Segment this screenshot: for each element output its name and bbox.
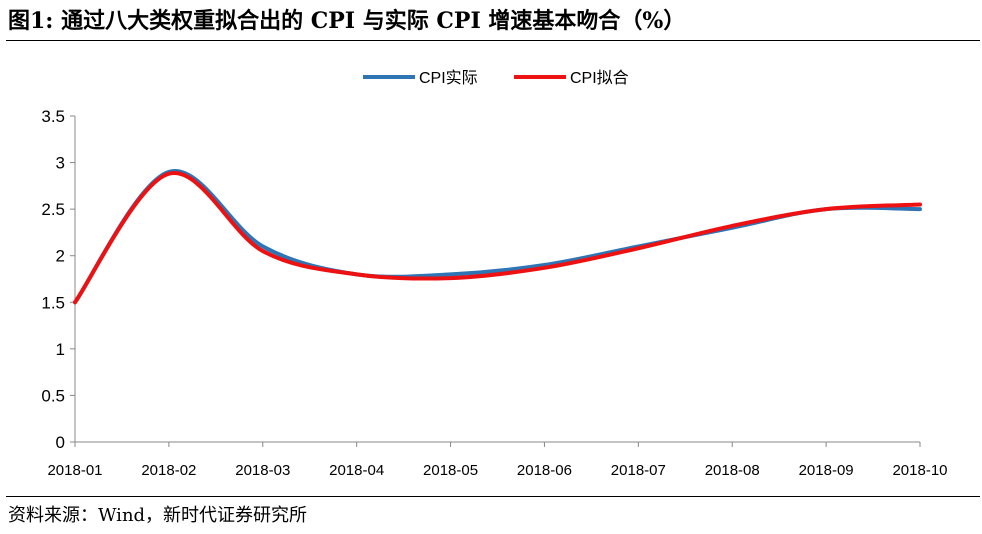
x-tick-label: 2018-04: [329, 462, 384, 479]
x-tick-label: 2018-10: [892, 462, 947, 479]
source-note: 资料来源：Wind，新时代证券研究所: [8, 505, 308, 526]
x-tick-label: 2018-03: [235, 462, 290, 479]
series-layer: [73, 169, 922, 305]
legend: CPI实际 CPI拟合: [363, 69, 629, 87]
x-tick-label: 2018-05: [423, 462, 478, 479]
title-divider: [6, 40, 980, 41]
y-tick-label: 1.5: [41, 293, 65, 312]
chart-title: 图1: 通过八大类权重拟合出的 CPI 与实际 CPI 增速基本吻合（%）: [8, 8, 686, 34]
y-tick-label: 1: [56, 340, 65, 359]
legend-label: CPI拟合: [570, 69, 629, 87]
legend-label: CPI实际: [419, 69, 478, 87]
x-tick-label: 2018-09: [799, 462, 854, 479]
x-tick-label: 2018-02: [141, 462, 196, 479]
y-tick-label: 2: [56, 247, 65, 266]
y-tick-label: 3: [56, 154, 65, 173]
y-tick-label: 0: [56, 433, 65, 452]
y-tick-label: 3.5: [41, 107, 65, 126]
source-divider: [6, 496, 980, 497]
series-line-cpi-fitted: [73, 171, 922, 305]
x-tick-label: 2018-01: [47, 462, 102, 479]
x-tick-label: 2018-08: [705, 462, 760, 479]
series-line-cpi-actual: [73, 169, 922, 305]
y-tick-label: 2.5: [41, 200, 65, 219]
x-tick-label: 2018-07: [611, 462, 666, 479]
y-tick-label: 0.5: [41, 386, 65, 405]
x-tick-label: 2018-06: [517, 462, 572, 479]
axes: 0 0.5 1 1.5 2 2.5 3 3.5 2018-01 2018-02 2018-03 201…: [41, 107, 947, 479]
